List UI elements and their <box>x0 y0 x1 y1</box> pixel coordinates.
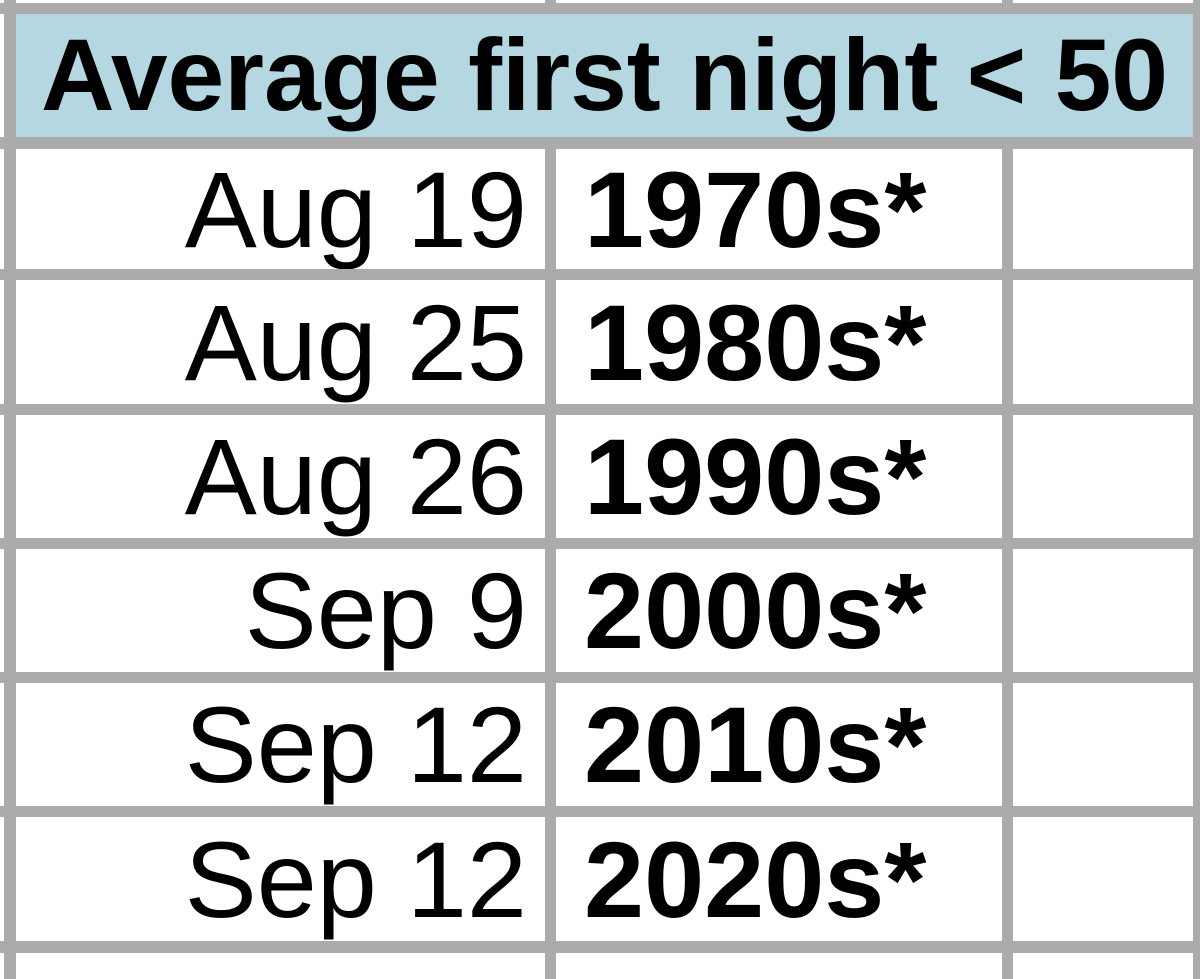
empty-cell[interactable] <box>1013 549 1193 672</box>
decade-label: 2010s* <box>584 684 927 805</box>
empty-cell[interactable] <box>1013 280 1193 404</box>
decade-label: 2000s* <box>584 550 927 671</box>
empty-cell[interactable] <box>1013 817 1193 941</box>
gridline-horizontal <box>0 806 1200 817</box>
decade-cell[interactable]: 2010s* <box>556 683 1002 806</box>
date-label: Sep 12 <box>184 818 527 940</box>
gridline-vertical <box>545 0 556 979</box>
date-label: Sep 9 <box>244 550 527 671</box>
gridline-horizontal <box>0 269 1200 280</box>
decade-label: 1990s* <box>584 416 927 537</box>
gridline-horizontal <box>0 538 1200 549</box>
decade-label: 1980s* <box>584 281 927 403</box>
date-cell[interactable]: Sep 12 <box>16 817 545 941</box>
decade-cell[interactable]: 1990s* <box>556 415 1002 538</box>
date-cell[interactable]: Sep 9 <box>16 549 545 672</box>
table-row: Sep 9 2000s* <box>0 549 1200 672</box>
date-cell[interactable]: Aug 26 <box>16 415 545 538</box>
date-label: Aug 25 <box>184 281 527 403</box>
decade-cell[interactable]: 2020s* <box>556 817 1002 941</box>
empty-cell[interactable] <box>1013 683 1193 806</box>
date-label: Aug 19 <box>184 149 527 269</box>
table-row: Aug 26 1990s* <box>0 415 1200 538</box>
gridline-vertical <box>1002 0 1013 979</box>
empty-cell[interactable] <box>1013 415 1193 538</box>
table-row: Aug 25 1980s* <box>0 280 1200 404</box>
date-cell[interactable]: Sep 12 <box>16 683 545 806</box>
decade-cell[interactable]: 2000s* <box>556 549 1002 672</box>
table-row: Sep 12 2020s* <box>0 817 1200 941</box>
table-row: Aug 19 1970s* <box>0 149 1200 269</box>
date-cell[interactable]: Aug 19 <box>16 149 545 269</box>
empty-cell[interactable] <box>1013 149 1193 269</box>
gridline-vertical <box>4 0 16 979</box>
gridline-vertical <box>1193 0 1200 979</box>
date-label: Aug 26 <box>184 416 527 537</box>
decade-label: 1970s* <box>584 149 927 269</box>
decade-label: 2020s* <box>584 818 927 940</box>
table-row: Sep 12 2010s* <box>0 683 1200 806</box>
gridline-horizontal <box>0 941 1200 953</box>
header-label: Average first night < 50 <box>40 18 1169 132</box>
gridline-horizontal <box>0 672 1200 683</box>
header-cell[interactable]: Average first night < 50 <box>16 14 1193 137</box>
date-label: Sep 12 <box>184 684 527 805</box>
gridline-horizontal <box>0 404 1200 415</box>
decade-cell[interactable]: 1980s* <box>556 280 1002 404</box>
gridline-horizontal <box>0 3 1200 14</box>
decade-cell[interactable]: 1970s* <box>556 149 1002 269</box>
date-cell[interactable]: Aug 25 <box>16 280 545 404</box>
gridline-horizontal <box>0 137 1200 149</box>
